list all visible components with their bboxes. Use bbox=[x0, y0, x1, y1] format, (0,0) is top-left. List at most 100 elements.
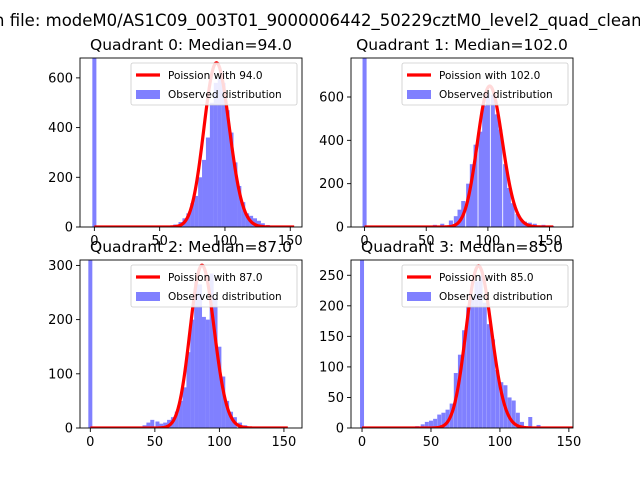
histogram-bar bbox=[457, 209, 462, 227]
histogram-bar bbox=[498, 129, 503, 227]
subplot-quadrant-2: 0 50 100 150 0 100 200 300 Quadrant 2: Median=87… bbox=[48, 238, 303, 450]
histogram-bar bbox=[491, 339, 496, 428]
histogram-bar bbox=[209, 273, 214, 428]
legend-bar-swatch bbox=[136, 292, 160, 301]
histogram-bar bbox=[362, 58, 367, 227]
legend-box bbox=[130, 264, 298, 308]
legend-bar-swatch bbox=[136, 90, 160, 99]
histogram-bar bbox=[237, 185, 242, 227]
legend: Poission with 87.0 Observed distribution bbox=[130, 264, 298, 308]
y-tick-label: 400 bbox=[319, 134, 344, 149]
plot-area bbox=[92, 58, 296, 227]
histogram-bar bbox=[225, 400, 230, 428]
y-tick-label: 0 bbox=[65, 422, 73, 437]
histogram-bar bbox=[198, 177, 203, 227]
histogram-bar bbox=[205, 137, 210, 227]
histogram-bar bbox=[482, 302, 487, 428]
histogram-bar bbox=[225, 110, 230, 227]
histogram-bar bbox=[221, 376, 226, 428]
histogram-bar bbox=[213, 82, 218, 227]
y-tick-label: 0 bbox=[336, 221, 344, 236]
legend: Poission with 102.0 Observed distribution bbox=[401, 62, 569, 106]
histogram-bar bbox=[256, 220, 261, 227]
x-tick-label: 100 bbox=[475, 234, 500, 249]
subplot-quadrant-3: 0 50 100 150 0 50 100 150 200 250 Quadrant 3: Medi… bbox=[319, 238, 581, 450]
subplot-title: Quadrant 2: Median=87.0 bbox=[90, 238, 292, 256]
histogram-bar bbox=[194, 195, 199, 227]
plot-area bbox=[362, 58, 555, 227]
x-tick-label: 150 bbox=[278, 234, 303, 249]
legend-line-label: Poission with 102.0 bbox=[439, 70, 540, 82]
histogram-bar bbox=[473, 144, 478, 227]
histogram-bar bbox=[201, 316, 206, 428]
x-tick-label: 0 bbox=[86, 435, 94, 450]
histogram-bar bbox=[494, 114, 499, 227]
legend-bar-label: Observed distribution bbox=[439, 291, 553, 303]
histogram-bar bbox=[428, 420, 433, 428]
histogram-bar bbox=[194, 281, 199, 428]
y-tick-label: 0 bbox=[336, 422, 344, 437]
legend-box bbox=[401, 264, 569, 308]
legend-line-label: Poission with 94.0 bbox=[168, 70, 263, 82]
histogram-bar bbox=[478, 131, 483, 227]
histogram-bar bbox=[420, 424, 425, 428]
histogram-bar bbox=[252, 218, 258, 227]
histogram-bar bbox=[482, 105, 487, 227]
histogram-bar bbox=[146, 422, 151, 428]
histogram-bar bbox=[515, 412, 520, 428]
histogram-bar bbox=[178, 400, 183, 428]
histogram-bar bbox=[190, 203, 195, 227]
histogram-bar bbox=[360, 260, 365, 428]
histogram-bar bbox=[241, 202, 246, 227]
histogram-bar bbox=[490, 94, 495, 227]
axes-frame bbox=[79, 259, 303, 429]
legend-bar-label: Observed distribution bbox=[168, 291, 282, 303]
histogram-bar bbox=[186, 213, 191, 227]
histogram-bar bbox=[424, 421, 429, 428]
legend: Poission with 94.0 Observed distribution bbox=[130, 62, 298, 106]
histogram-bar bbox=[213, 297, 218, 428]
y-tick-label: 200 bbox=[48, 171, 73, 186]
histogram-bar bbox=[441, 412, 446, 428]
poisson-curve bbox=[363, 84, 555, 227]
x-tick-label: 50 bbox=[147, 435, 164, 450]
histogram-bar bbox=[499, 382, 504, 428]
histogram-bar bbox=[186, 352, 191, 428]
legend-bar-swatch bbox=[407, 90, 431, 99]
histogram-bar bbox=[453, 216, 458, 227]
legend-box bbox=[130, 62, 298, 106]
y-tick-label: 600 bbox=[319, 91, 344, 106]
y-tick-label: 100 bbox=[319, 360, 344, 375]
histogram-bar bbox=[221, 82, 226, 227]
y-tick-label: 200 bbox=[319, 177, 344, 192]
histogram-bar bbox=[163, 422, 168, 428]
histogram-bar bbox=[233, 162, 238, 227]
histogram-bar bbox=[202, 159, 207, 227]
histogram-bar bbox=[466, 183, 471, 227]
x-tick-label: 100 bbox=[488, 435, 513, 450]
y-tick-label: 600 bbox=[48, 71, 73, 86]
histogram-bar bbox=[433, 418, 438, 428]
histogram-bar bbox=[485, 92, 490, 227]
histogram-bar bbox=[198, 284, 203, 428]
x-tick-label: 150 bbox=[556, 435, 581, 450]
legend-bar-label: Observed distribution bbox=[168, 89, 282, 101]
y-tick-label: 0 bbox=[65, 221, 73, 236]
histogram-bar bbox=[503, 164, 508, 227]
legend-bar-label: Observed distribution bbox=[439, 89, 553, 101]
y-tick-label: 300 bbox=[48, 259, 73, 274]
subplot-title: Quadrant 3: Median=85.0 bbox=[361, 238, 563, 256]
histogram-bar bbox=[155, 421, 160, 428]
x-tick-label: 50 bbox=[418, 234, 435, 249]
histogram-bar bbox=[445, 409, 450, 428]
histogram-bar bbox=[474, 281, 479, 428]
histogram-bar bbox=[159, 423, 164, 428]
histogram-bar bbox=[511, 400, 516, 428]
axes-frame bbox=[350, 57, 574, 228]
legend-box bbox=[401, 62, 569, 106]
x-tick-label: 0 bbox=[358, 435, 366, 450]
histogram-bar bbox=[245, 213, 250, 227]
histogram-bar bbox=[437, 414, 442, 428]
